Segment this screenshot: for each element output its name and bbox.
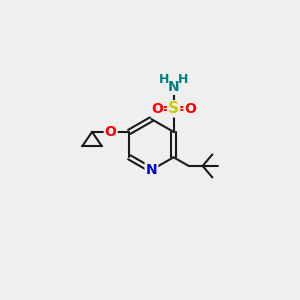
Text: N: N	[168, 80, 179, 94]
Text: N: N	[146, 163, 157, 177]
Text: O: O	[151, 102, 163, 116]
Text: O: O	[184, 102, 196, 116]
Text: S: S	[168, 101, 179, 116]
Text: O: O	[105, 125, 117, 139]
Text: H: H	[178, 74, 188, 86]
Text: H: H	[159, 74, 169, 86]
